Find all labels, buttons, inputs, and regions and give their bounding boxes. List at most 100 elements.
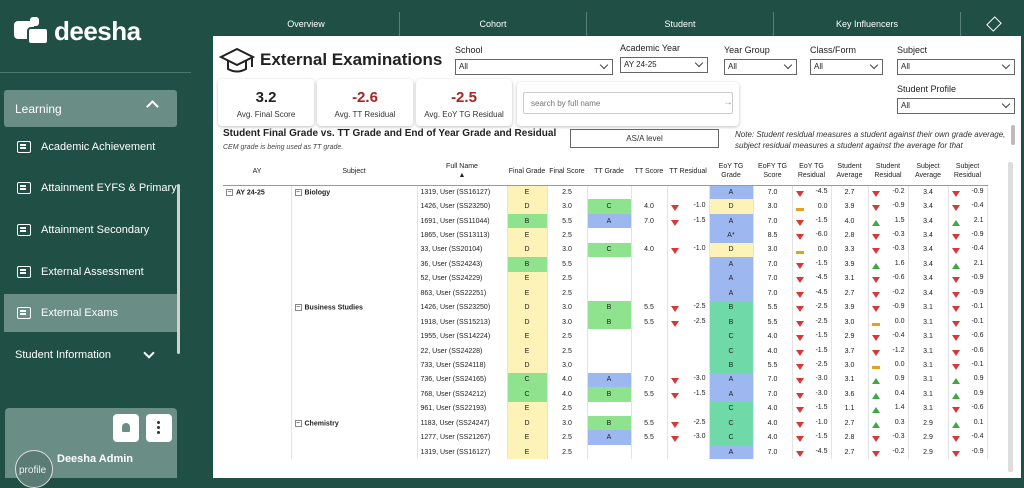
column-header[interactable]: Subject Average [908, 158, 948, 186]
full-name-cell[interactable]: 1277, User (SS21267) [417, 430, 508, 445]
table-row[interactable]: − AY 24-25− Biology 1319, User (SS16127) E 2.… [223, 185, 988, 200]
table-row[interactable]: 961, User (SS22193) E 2.5 C 4.0 -1.5 1.1 1.4 3.1… [223, 401, 988, 416]
table-row[interactable]: 768, User (SS24212) C 4.0 B 5.5 -1.5 A 7.0 -3.0 3… [223, 387, 988, 402]
table-row[interactable]: 863, User (SS22251) E 2.5 A 7.0 -4.5 2.7 -0.2 3.… [223, 286, 988, 301]
table-row[interactable]: 1426, User (SS23250) D 3.0 C 4.0 -1.0 D 3.0 0.0 3… [223, 199, 988, 214]
collapse-icon[interactable]: − [294, 419, 302, 427]
as-a-level-toggle[interactable]: AS/A level [570, 129, 719, 148]
eoy-tg-residual-cell: -1.5 [792, 401, 832, 416]
chevron-down-icon[interactable] [143, 347, 155, 359]
column-header[interactable]: TT Residual [667, 158, 709, 186]
subject-cell[interactable]: − Chemistry [291, 416, 418, 431]
table-row[interactable]: 1691, User (SS11044) B 5.5 A 7.0 -1.5 A 7.0 -1.5… [223, 213, 988, 229]
column-header[interactable]: TT Grade [587, 158, 631, 186]
student-profile-dropdown[interactable]: All [897, 98, 1015, 114]
table-scrollbar[interactable] [1008, 162, 1013, 472]
table-row[interactable]: − Business Studies 1426, User (SS23250) D 3.… [223, 300, 988, 315]
collapse-icon[interactable]: − [294, 188, 302, 196]
column-header[interactable]: Full Name ▲ [417, 158, 507, 186]
full-name-cell[interactable]: 1319, User (SS16127) [417, 185, 508, 200]
collapse-icon[interactable]: − [294, 304, 302, 312]
full-name-cell[interactable]: 768, User (SS24212) [417, 387, 508, 402]
column-header[interactable]: Subject [291, 158, 417, 186]
ay-cell[interactable]: − AY 24-25 [223, 185, 292, 200]
full-name-cell[interactable]: 1426, User (SS23250) [417, 199, 508, 214]
table-row[interactable]: 1865, User (SS13113) E 2.5 A* 8.5 -6.0 2.8 -0.3… [223, 228, 988, 243]
deesha-logo[interactable]: deesha [14, 16, 141, 47]
eoy-tg-residual-cell: -4.5 [792, 286, 832, 301]
nav-group-learning[interactable]: Learning [4, 90, 177, 127]
subject-residual-cell: -0.9 [948, 286, 988, 301]
subject-cell[interactable]: − Business Studies [291, 300, 418, 315]
notifications-button[interactable] [113, 414, 139, 442]
full-name-cell[interactable]: 1426, User (SS23250) [417, 300, 508, 315]
table-row[interactable]: 36, User (SS24243) B 5.5 A 7.0 -1.5 3.9 1.6 3.4 2… [223, 257, 988, 272]
clear-filters-button[interactable] [963, 12, 1021, 36]
full-name-cell[interactable]: 52, User (SS24229) [417, 271, 508, 287]
column-header[interactable]: Final Score [547, 158, 587, 186]
full-name-cell[interactable]: 863, User (SS22251) [417, 286, 508, 301]
arrow-right-icon[interactable]: → [723, 97, 733, 108]
table-row[interactable]: 1918, User (SS15213) D 3.0 B 5.5 -2.5 B 5.5 -2.5… [223, 314, 988, 330]
sort-ascending-icon[interactable]: ▲ [458, 172, 466, 180]
full-name-cell[interactable]: 22, User (SS24228) [417, 343, 508, 359]
full-name-cell[interactable]: 733, User (SS24118) [417, 358, 508, 373]
full-name-cell[interactable]: 1319, User (SS16127) [417, 444, 508, 460]
sidebar-item-academic-achievement[interactable]: Academic Achievement [4, 128, 177, 166]
subject-residual-cell: 0.9 [948, 372, 988, 388]
more-options-button[interactable] [146, 414, 172, 442]
school-dropdown[interactable]: All [455, 59, 613, 75]
table-row[interactable]: 52, User (SS24229) E 2.5 A 7.0 -4.5 3.1 -0.6 3.4… [223, 271, 988, 287]
full-name-cell[interactable]: 1918, User (SS15213) [417, 314, 508, 330]
table-row[interactable]: 1955, User (SS14224) E 2.5 C 4.0 -1.5 2.9 -0.4 3… [223, 329, 988, 344]
sidebar-item-external-assessment[interactable]: External Assessment [4, 253, 177, 291]
tab-key-influencers[interactable]: Key Influencers [774, 12, 961, 36]
sidebar-item-attainment-eyfs-primary[interactable]: Attainment EYFS & Primary [4, 169, 177, 207]
subject-cell[interactable]: − Biology [291, 185, 418, 200]
nav-group-student-information[interactable]: Student Information [15, 349, 112, 361]
full-name-cell[interactable]: 1691, User (SS11044) [417, 213, 508, 229]
student-residual-value: -0.3 [892, 433, 905, 441]
full-name-cell[interactable]: 961, User (SS22193) [417, 401, 508, 416]
sidebar-scrollbar[interactable] [177, 184, 180, 354]
visual-scrollbar[interactable] [1011, 125, 1015, 145]
tab-cohort[interactable]: Cohort [400, 12, 587, 36]
student-average-cell: 3.0 [831, 314, 869, 330]
table-row[interactable]: 33, User (SS20104) D 3.0 C 4.0 -1.0 D 3.0 0.0 3.3… [223, 242, 988, 258]
collapse-icon[interactable]: − [226, 188, 233, 196]
eoy-tg-residual-value: -4.5 [815, 274, 828, 282]
subject-dropdown[interactable]: All [897, 59, 1015, 75]
year-group-dropdown[interactable]: All [724, 59, 797, 75]
full-name-cell[interactable]: 36, User (SS24243) [417, 257, 508, 272]
chevron-up-icon[interactable] [146, 100, 159, 113]
class-form-dropdown[interactable]: All [810, 59, 883, 75]
column-header[interactable]: TT Score [631, 158, 667, 186]
eoy-tg-score-cell: 4.0 [753, 430, 793, 445]
table-row[interactable]: 736, User (SS24165) C 4.0 A 7.0 -3.0 A 7.0 -3.0 3… [223, 372, 988, 388]
column-header[interactable]: Final Grade [507, 158, 547, 186]
full-name-cell[interactable]: 1183, User (SS24247) [417, 416, 508, 431]
table-row[interactable]: 1319, User (SS16127) E 2.5 A 7.0 -4.5 2.7 -0.2 2… [223, 444, 988, 460]
search-input[interactable] [523, 92, 733, 114]
full-name-cell[interactable]: 736, User (SS24165) [417, 372, 508, 388]
tab-overview[interactable]: Overview [213, 12, 400, 36]
column-header[interactable]: EoFY TG Score [753, 158, 792, 186]
academic-year-dropdown[interactable]: AY 24-25 [620, 57, 708, 73]
sidebar-item-attainment-secondary[interactable]: Attainment Secondary [4, 211, 177, 249]
table-row[interactable]: − Chemistry 1183, User (SS24247) D 3.0 B 5.5 -2… [223, 416, 988, 431]
full-name-cell[interactable]: 1865, User (SS13113) [417, 228, 508, 243]
column-header[interactable]: AY [223, 158, 291, 186]
full-name-cell[interactable]: 33, User (SS20104) [417, 242, 508, 258]
column-header[interactable]: Student Average [831, 158, 868, 186]
column-header[interactable]: Subject Residual [948, 158, 987, 186]
table-row[interactable]: 733, User (SS24118) D 3.0 B 5.5 -2.5 3.0 0.0 3.1… [223, 358, 988, 373]
column-header[interactable]: Student Residual [868, 158, 908, 186]
column-header[interactable]: EoY TG Residual [792, 158, 831, 186]
avatar[interactable]: profile [15, 450, 53, 488]
full-name-cell[interactable]: 1955, User (SS14224) [417, 329, 508, 344]
column-header[interactable]: EoY TG Grade [709, 158, 753, 186]
table-row[interactable]: 22, User (SS24228) E 2.5 C 4.0 -1.5 3.7 -1.2 3.1… [223, 343, 988, 359]
sidebar-item-external-exams[interactable]: External Exams [4, 294, 177, 332]
table-row[interactable]: 1277, User (SS21267) E 2.5 A 5.5 -3.0 C 4.0 -1.5… [223, 430, 988, 445]
tab-student[interactable]: Student [587, 12, 774, 36]
